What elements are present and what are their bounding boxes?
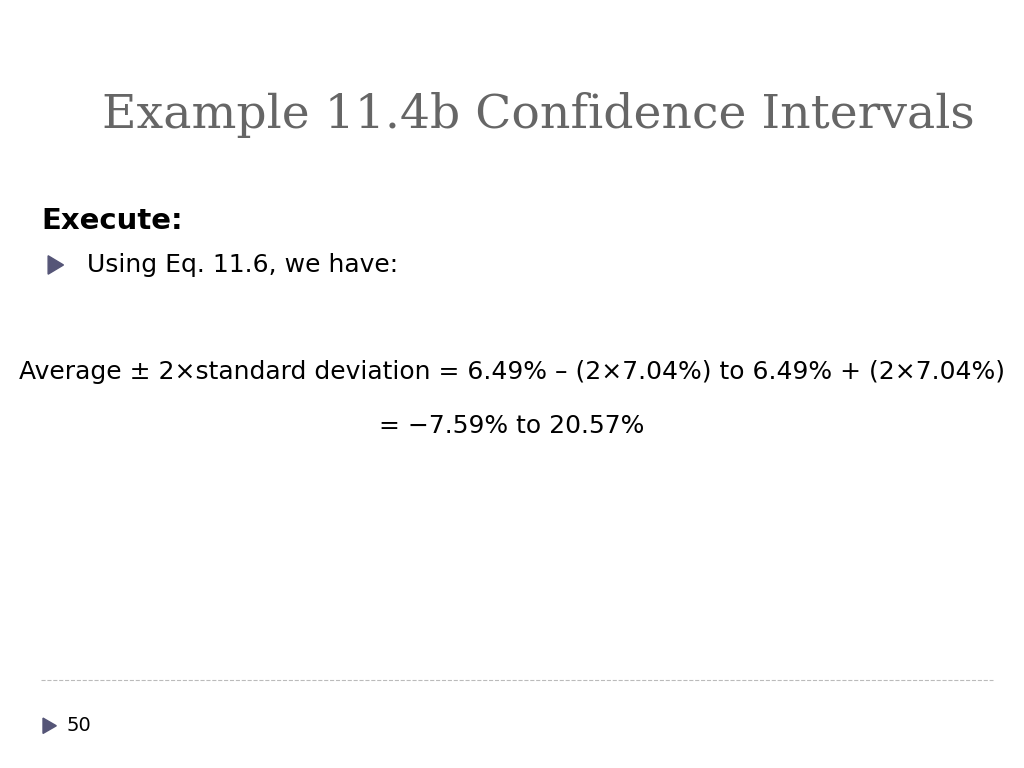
Text: Average ± 2×standard deviation = 6.49% – (2×7.04%) to 6.49% + (2×7.04%): Average ± 2×standard deviation = 6.49% –… <box>19 360 1005 385</box>
Text: Using Eq. 11.6, we have:: Using Eq. 11.6, we have: <box>87 253 398 277</box>
Polygon shape <box>48 256 63 274</box>
Text: = −7.59% to 20.57%: = −7.59% to 20.57% <box>379 414 645 439</box>
Polygon shape <box>43 718 56 733</box>
Text: Example 11.4b Confidence Intervals: Example 11.4b Confidence Intervals <box>102 92 975 138</box>
Text: 50: 50 <box>67 717 91 735</box>
Text: Execute:: Execute: <box>41 207 182 235</box>
